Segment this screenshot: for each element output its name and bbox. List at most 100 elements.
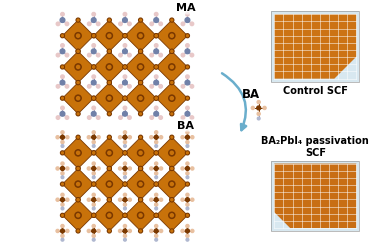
Circle shape: [154, 106, 158, 110]
Circle shape: [123, 151, 127, 155]
Circle shape: [154, 151, 158, 155]
Circle shape: [185, 96, 189, 100]
Circle shape: [108, 230, 110, 232]
Circle shape: [159, 116, 162, 119]
Circle shape: [108, 199, 110, 201]
Circle shape: [154, 182, 158, 186]
Circle shape: [108, 112, 111, 116]
Circle shape: [108, 199, 110, 201]
Circle shape: [108, 167, 111, 171]
Circle shape: [92, 135, 96, 139]
Circle shape: [171, 82, 173, 84]
Circle shape: [154, 198, 158, 202]
Circle shape: [76, 167, 80, 171]
Circle shape: [139, 135, 142, 139]
Circle shape: [257, 100, 260, 104]
Circle shape: [257, 117, 260, 120]
Circle shape: [155, 66, 157, 68]
Circle shape: [155, 145, 158, 147]
Circle shape: [92, 96, 96, 100]
Circle shape: [56, 198, 59, 201]
Circle shape: [155, 183, 157, 185]
Circle shape: [97, 198, 100, 201]
Circle shape: [155, 176, 158, 179]
Circle shape: [155, 131, 158, 134]
Text: Control SCF: Control SCF: [283, 86, 348, 97]
Circle shape: [190, 53, 194, 57]
Circle shape: [159, 22, 162, 26]
Circle shape: [128, 22, 131, 26]
Circle shape: [93, 97, 95, 99]
Circle shape: [124, 66, 126, 68]
Circle shape: [140, 199, 141, 201]
Circle shape: [76, 183, 80, 186]
Circle shape: [61, 106, 64, 110]
Circle shape: [92, 162, 95, 165]
Circle shape: [124, 193, 127, 196]
Circle shape: [124, 152, 126, 154]
Circle shape: [56, 229, 59, 233]
Circle shape: [169, 150, 175, 156]
Circle shape: [77, 168, 79, 169]
Circle shape: [108, 50, 110, 52]
Circle shape: [97, 85, 100, 88]
Circle shape: [170, 49, 174, 53]
Circle shape: [124, 183, 126, 185]
Circle shape: [62, 152, 63, 154]
Circle shape: [76, 34, 80, 37]
Circle shape: [124, 238, 126, 241]
Circle shape: [108, 49, 111, 53]
Circle shape: [140, 50, 141, 52]
Circle shape: [155, 238, 158, 241]
Circle shape: [62, 183, 63, 185]
Circle shape: [171, 82, 173, 84]
Circle shape: [124, 141, 127, 144]
Polygon shape: [62, 169, 94, 200]
Bar: [271, 161, 359, 231]
Circle shape: [154, 49, 158, 54]
Circle shape: [171, 199, 173, 201]
Circle shape: [181, 136, 184, 139]
Circle shape: [186, 172, 189, 175]
Circle shape: [169, 64, 175, 70]
Circle shape: [171, 199, 173, 201]
Circle shape: [155, 234, 158, 237]
Circle shape: [77, 50, 79, 52]
Circle shape: [93, 152, 95, 154]
Circle shape: [93, 66, 95, 68]
Circle shape: [191, 198, 194, 201]
Circle shape: [187, 152, 188, 154]
Circle shape: [76, 18, 80, 22]
Circle shape: [185, 34, 189, 38]
Circle shape: [123, 213, 127, 217]
Circle shape: [170, 18, 174, 22]
Circle shape: [170, 49, 174, 53]
Circle shape: [154, 34, 158, 38]
Circle shape: [190, 116, 194, 119]
Polygon shape: [94, 51, 125, 83]
Circle shape: [138, 33, 144, 39]
Circle shape: [108, 50, 110, 52]
Polygon shape: [94, 137, 125, 169]
Circle shape: [186, 106, 189, 110]
Circle shape: [155, 97, 157, 99]
Circle shape: [186, 176, 189, 179]
Circle shape: [185, 49, 190, 54]
Circle shape: [60, 229, 65, 233]
Circle shape: [97, 229, 100, 233]
Circle shape: [77, 230, 79, 232]
Circle shape: [191, 229, 194, 233]
Polygon shape: [62, 20, 94, 51]
Circle shape: [76, 151, 80, 154]
Polygon shape: [94, 20, 125, 51]
Circle shape: [108, 183, 111, 186]
Circle shape: [76, 65, 80, 69]
Circle shape: [170, 97, 173, 100]
Circle shape: [160, 229, 163, 233]
Circle shape: [139, 167, 142, 171]
Circle shape: [92, 65, 96, 69]
Circle shape: [160, 198, 163, 201]
Circle shape: [60, 111, 65, 116]
Circle shape: [123, 111, 127, 116]
Circle shape: [128, 85, 131, 88]
